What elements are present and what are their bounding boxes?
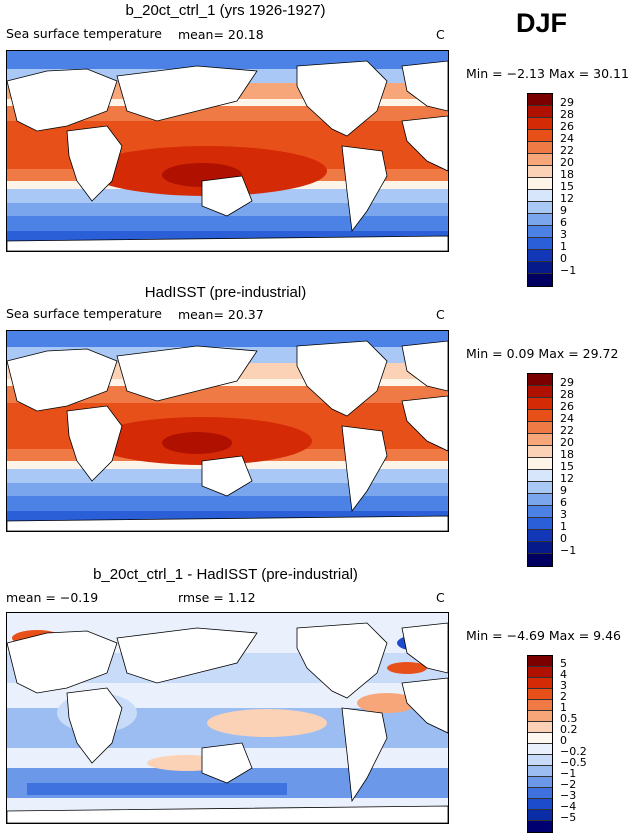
panel3-colorbar-tick: −2 (560, 778, 577, 791)
panel1-colorbar-tick: 1 (560, 240, 567, 253)
panel1-mean: mean= 20.18 (178, 27, 264, 42)
panel3-colorbar-tick: −5 (560, 811, 577, 824)
panel1-title: b_20ct_ctrl_1 (yrs 1926-1927) (125, 2, 326, 19)
panel1-map (6, 50, 449, 252)
panel3-colorbar-tick: −4 (560, 800, 577, 813)
panel2-colorbar-tick: 9 (560, 484, 567, 497)
panel2-colorbar-tick: 24 (560, 412, 574, 425)
panel2-colorbar-tick: 1 (560, 520, 567, 533)
panel1-colorbar-tick: 20 (560, 156, 574, 169)
panel1-colorbar-tick: 6 (560, 216, 567, 229)
panel3-rmse: rmse = 1.12 (178, 590, 256, 605)
panel1-colorbar-tick: 29 (560, 96, 574, 109)
panel1-minmax: Min = −2.13 Max = 30.11 (466, 66, 629, 81)
panel1-colorbar-tick: 26 (560, 120, 574, 133)
panel1-colorbar-tick: 28 (560, 108, 574, 121)
panel2-colorbar-tick: 0 (560, 532, 567, 545)
panel3-colorbar-tick: 4 (560, 668, 567, 681)
panel2-colorbar-tick: 12 (560, 472, 574, 485)
panel3-colorbar-tick: 0 (560, 734, 567, 747)
panel2-colorbar-tick: 15 (560, 460, 574, 473)
panel1-colorbar-tick: 22 (560, 144, 574, 157)
panel1-colorbar-tick: 9 (560, 204, 567, 217)
panel1-colorbar-tick: 0 (560, 252, 567, 265)
panel2-colorbar-tick: 18 (560, 448, 574, 461)
panel3-colorbar-tick: 2 (560, 690, 567, 703)
panel1-colorbar (527, 93, 553, 287)
panel2-colorbar-tick: 22 (560, 424, 574, 437)
panel2-map (6, 330, 449, 532)
panel2-colorbar (527, 373, 553, 567)
panel3-colorbar-tick: 3 (560, 679, 567, 692)
panel3-colorbar-tick: −1 (560, 767, 577, 780)
panel1-colorbar-tick: −1 (560, 264, 577, 277)
panel2-minmax: Min = 0.09 Max = 29.72 (466, 346, 619, 361)
panel2-colorbar-tick: −1 (560, 544, 577, 557)
panel1-colorbar-tick: 12 (560, 192, 574, 205)
panel3-colorbar-tick: −3 (560, 789, 577, 802)
panel2-colorbar-tick: 6 (560, 496, 567, 509)
panel3-colorbar-tick: 0.5 (560, 712, 578, 725)
panel1-colorbar-tick: 3 (560, 228, 567, 241)
panel3-colorbar-tick: −0.5 (560, 756, 587, 769)
panel2-title: HadISST (pre-industrial) (144, 284, 307, 301)
panel3-colorbar-tick: 5 (560, 657, 567, 670)
panel3-colorbar (527, 655, 553, 833)
panel2-colorbar-tick: 28 (560, 388, 574, 401)
panel1-variable-label: Sea surface temperature (6, 26, 162, 41)
panel2-colorbar-tick: 3 (560, 508, 567, 521)
panel1-colorbar-tick: 18 (560, 168, 574, 181)
panel2-colorbar-tick: 26 (560, 400, 574, 413)
panel2-variable-label: Sea surface temperature (6, 306, 162, 321)
panel3-minmax: Min = −4.69 Max = 9.46 (466, 628, 621, 643)
panel2-mean: mean= 20.37 (178, 307, 264, 322)
panel3-colorbar-tick: 0.2 (560, 723, 578, 736)
panel3-mean: mean = −0.19 (6, 590, 99, 605)
season-label: DJF (516, 8, 568, 38)
panel3-colorbar-tick: 1 (560, 701, 567, 714)
panel2-colorbar-tick: 20 (560, 436, 574, 449)
panel3-unit: C (436, 590, 445, 605)
panel3-colorbar-tick: −0.2 (560, 745, 587, 758)
panel1-colorbar-tick: 15 (560, 180, 574, 193)
panel1-unit: C (436, 27, 445, 42)
panel2-unit: C (436, 307, 445, 322)
panel3-map (6, 612, 449, 824)
panel1-colorbar-tick: 24 (560, 132, 574, 145)
panel2-colorbar-tick: 29 (560, 376, 574, 389)
panel3-title: b_20ct_ctrl_1 - HadISST (pre-industrial) (93, 566, 358, 583)
